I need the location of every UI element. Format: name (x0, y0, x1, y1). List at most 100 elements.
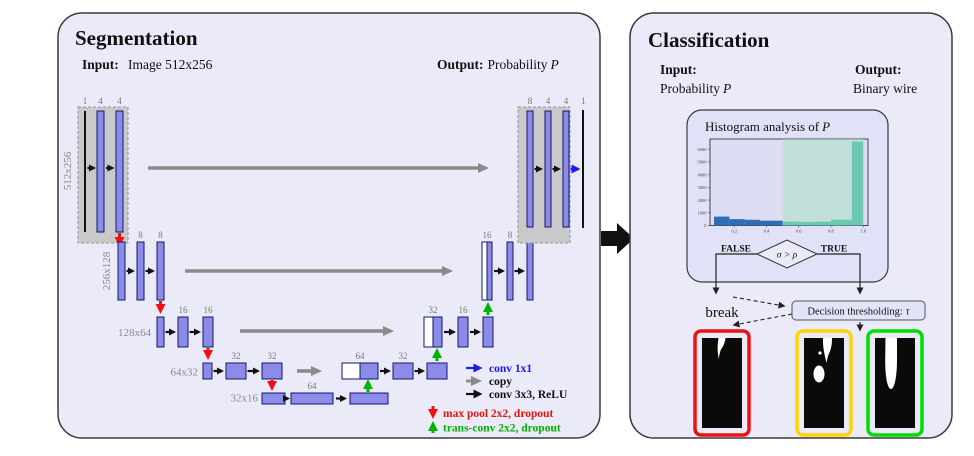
conv-layer (261, 362, 283, 380)
hist-xtick-label: 0.2 (731, 229, 737, 234)
segmentation-output-text: Output: Probability P (437, 57, 559, 72)
hist-xtick-label: 0.6 (796, 229, 802, 234)
hist-bar (714, 216, 730, 226)
break-to-threshold-dashed-arrow (732, 296, 786, 309)
legend-conv3x3-label: conv 3x3, ReLU (489, 389, 568, 401)
hist-bar (744, 219, 760, 226)
legend-transconv-label: trans-conv 2x2, dropout (443, 423, 561, 435)
segmentation-input-label: Input: (82, 57, 119, 72)
input-image-layer (84, 111, 86, 232)
conv-layer (349, 392, 389, 405)
encoder-level-2: 256x128 8 8 (101, 230, 166, 314)
partial-wire-top (822, 338, 832, 363)
conv-layer (156, 241, 165, 301)
histogram-plot: 0.2 0.4 0.6 0.8 1.0 0 1000 2000 3000 4000 5000 6000 (698, 139, 867, 234)
hist-ytick-label: 0 (704, 223, 707, 228)
size-label-32x16: 32x16 (231, 393, 259, 405)
true-label: TRUE (821, 245, 847, 255)
conv-layer (526, 110, 534, 228)
upsampled-features (486, 241, 493, 301)
conv-layer (261, 392, 286, 405)
partial-wire-dot (818, 351, 822, 355)
classification-output-value: Binary wire (853, 81, 917, 96)
pipeline-arrow (601, 223, 634, 254)
conv-layer (115, 110, 124, 233)
decoder-level-4: 64 32 (341, 348, 448, 380)
upsampled-features (432, 316, 443, 348)
break-label: break (705, 305, 739, 321)
segmentation-title: Segmentation (75, 26, 198, 50)
size-label-128x64: 128x64 (118, 327, 152, 339)
legend: conv 1x1 copy conv 3x3, ReLU max pool 2x… (428, 363, 568, 435)
encoder-level-3: 128x64 16 16 (118, 305, 214, 360)
classification-input-label: Input: (660, 62, 697, 77)
hist-bar (729, 219, 745, 226)
decoder-level-2: 16 8 (481, 228, 535, 301)
histogram-title: Histogram analysis of P (705, 119, 830, 134)
size-label-256x128: 256x128 (101, 251, 113, 290)
partial-wire-blob (813, 365, 825, 383)
channel-label: 32 (268, 351, 277, 361)
hist-bar (759, 220, 783, 226)
threshold-to-break-dashed-arrow (732, 313, 793, 328)
good-wire (885, 338, 897, 389)
legend-maxpool-label: max pool 2x2, dropout (443, 408, 554, 420)
copied-features (481, 241, 488, 301)
false-label: FALSE (721, 245, 751, 255)
conv-layer (290, 392, 334, 405)
hist-xtick-label: 0.4 (764, 229, 770, 234)
channel-label: 4 (98, 96, 103, 106)
bottleneck-level: 32x16 64 (231, 379, 389, 405)
result-image-break (693, 329, 751, 437)
threshold-box (791, 300, 926, 321)
partial-mask-image (804, 338, 844, 428)
legend-copy-label: copy (489, 376, 512, 388)
hist-ytick-label: 2000 (698, 198, 708, 203)
conv-layer (392, 362, 414, 380)
hist-ytick-label: 3000 (698, 185, 708, 190)
conv-layer (117, 241, 126, 301)
partial-frame (795, 329, 853, 437)
conv-layer (426, 362, 448, 380)
channel-label: 16 (459, 305, 469, 315)
conv-layer (526, 241, 534, 301)
legend-conv1x1-label: conv 1x1 (489, 363, 532, 375)
break-wire-fragment (717, 338, 726, 359)
histogram-box: Histogram analysis of P 0.2 0.4 0.6 0.8 1.0 0 1… (686, 109, 889, 283)
channel-label: 32 (232, 351, 241, 361)
channel-label: 8 (508, 230, 513, 240)
upsampled-features (359, 362, 379, 380)
output-probability-layer (582, 110, 584, 228)
encoder-level-4: 64x32 32 32 (171, 351, 283, 391)
hist-ytick-label: 1000 (698, 210, 708, 215)
conv-layer (156, 316, 165, 348)
channel-label: 16 (179, 305, 189, 315)
conv-layer (96, 110, 105, 233)
channel-label: 32 (429, 305, 438, 315)
size-label-64x32: 64x32 (171, 367, 199, 379)
hist-ytick-label: 4000 (698, 172, 708, 177)
channel-label: 1 (83, 96, 88, 106)
channel-label: 16 (483, 230, 493, 240)
classification-panel: Classification Input: Probability P Outpu… (629, 12, 953, 439)
classification-input-value: Probability P (660, 81, 731, 96)
encoder-level-1: 512x256 1 4 4 (62, 96, 129, 247)
hist-ytick-label: 6000 (698, 147, 708, 152)
threshold-label: Decision thresholding: τ (807, 307, 910, 318)
good-frame (866, 329, 924, 437)
true-branch-arrow (817, 253, 864, 295)
channel-label: 16 (204, 305, 214, 315)
hist-xtick-label: 1.0 (860, 229, 866, 234)
conv-layer (136, 241, 145, 301)
channel-label: 4 (564, 96, 569, 106)
break-frame (693, 329, 751, 437)
result-image-partial (795, 329, 853, 437)
conv-layer (506, 241, 514, 301)
segmentation-panel: Segmentation Input: Image 512x256 Output… (57, 12, 601, 439)
hist-xtick-label: 0.8 (828, 229, 834, 234)
channel-label: 32 (399, 351, 408, 361)
conv-layer (225, 362, 247, 380)
copied-features (423, 316, 434, 348)
channel-label: 64 (356, 351, 366, 361)
